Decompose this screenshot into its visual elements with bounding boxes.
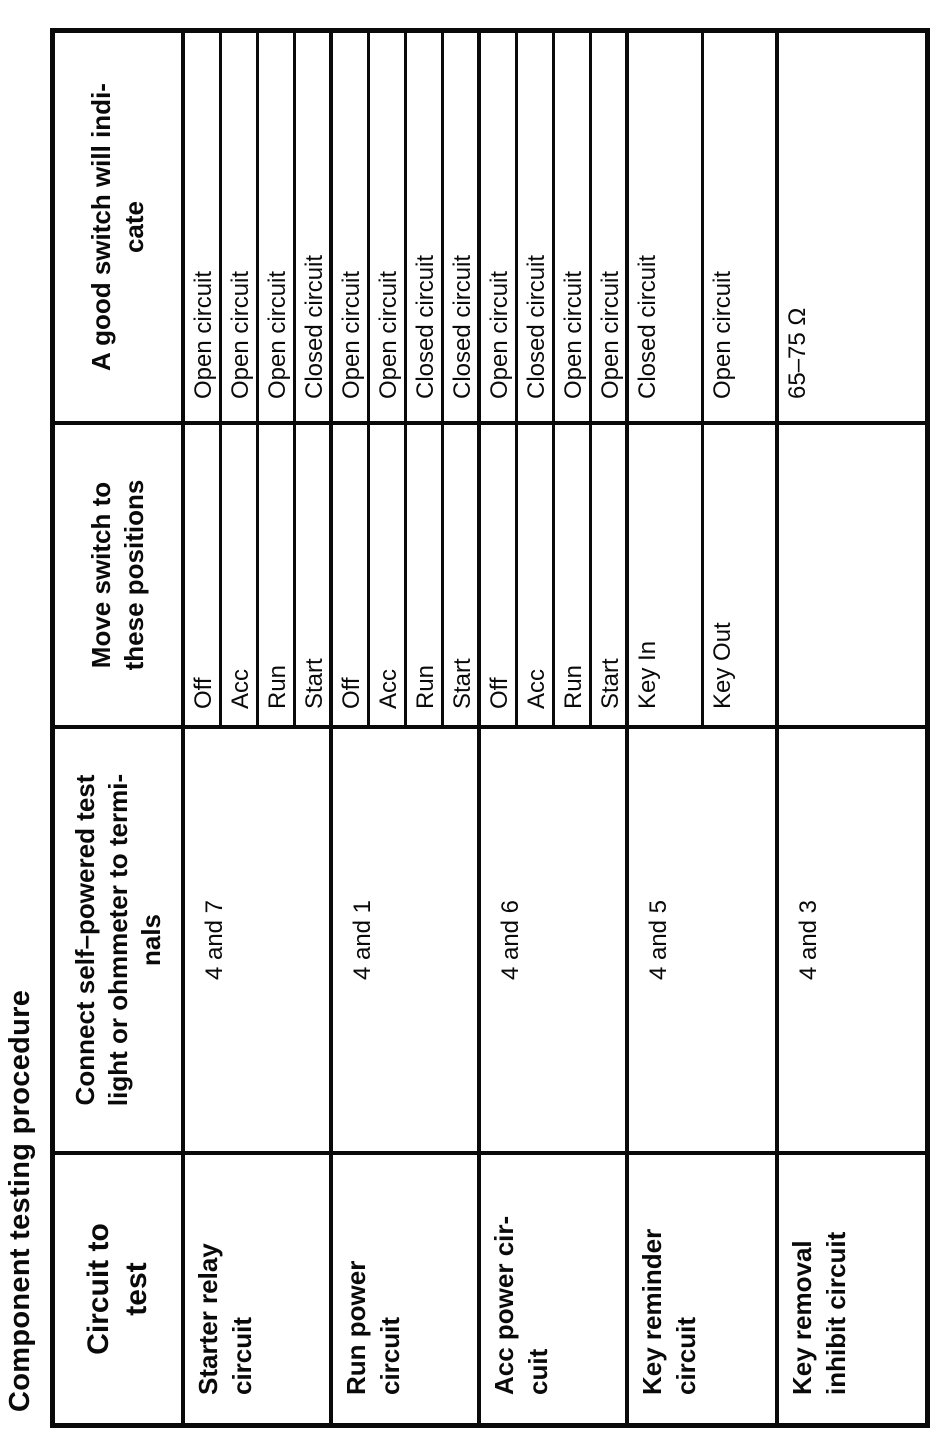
circuit-row-label: Acc power cir- cuit	[481, 1151, 629, 1423]
header-circuit-to-test: Circuit to test	[55, 1151, 185, 1423]
terminals-cell: 4 and 7	[185, 725, 333, 1151]
test-result-cell: Closed circuit	[444, 33, 481, 421]
test-result-cell: Closed circuit	[518, 33, 555, 421]
switch-position-cell: Start	[296, 421, 333, 725]
switch-position-cell: Acc	[222, 421, 259, 725]
terminals-cell: 4 and 1	[333, 725, 481, 1151]
test-result-cell: Open circuit	[481, 33, 518, 421]
switch-position-cell: Run	[407, 421, 444, 725]
switch-position-cell: Run	[555, 421, 592, 725]
switch-position-cell: Key Out	[704, 421, 779, 725]
switch-position-cell	[779, 421, 925, 725]
test-result-cell: Open circuit	[704, 33, 779, 421]
header-connect-terminals: Connect self–powered test light or ohmme…	[55, 725, 185, 1151]
switch-position-cell: Off	[481, 421, 518, 725]
circuit-row-label: Starter relay circuit	[185, 1151, 333, 1423]
terminals-cell: 4 and 6	[481, 725, 629, 1151]
test-result-cell: Closed circuit	[296, 33, 333, 421]
switch-position-cell: Run	[259, 421, 296, 725]
component-testing-table: Circuit to test Connect self–powered test…	[50, 28, 930, 1428]
circuit-row-label: Key reminder circuit	[629, 1151, 779, 1423]
switch-position-cell: Key In	[629, 421, 704, 725]
header-move-switch: Move switch to these positions	[55, 421, 185, 725]
test-result-cell: Open circuit	[555, 33, 592, 421]
test-result-cell: 65–75 Ω	[784, 307, 811, 399]
header-good-switch: A good switch will indi- cate	[55, 33, 185, 421]
circuit-row-label: Key removal inhibit circuit	[779, 1151, 925, 1423]
page-title: Component testing procedure	[4, 989, 36, 1412]
switch-position-cell: Start	[592, 421, 629, 725]
switch-position-cell: Off	[185, 421, 222, 725]
terminals-cell: 4 and 3	[779, 725, 925, 1151]
switch-position-cell: Acc	[518, 421, 555, 725]
terminals-cell: 4 and 5	[629, 725, 779, 1151]
test-result-cell: Open circuit	[185, 33, 222, 421]
test-result-cell: Open circuit	[222, 33, 259, 421]
test-result-cell: Closed circuit	[407, 33, 444, 421]
test-result-cell: Open circuit	[333, 33, 370, 421]
test-result-cell: Open circuit	[259, 33, 296, 421]
test-result-cell: Open circuit	[370, 33, 407, 421]
test-result-cell: Open circuit	[592, 33, 629, 421]
test-result-cell: Closed circuit	[629, 33, 704, 421]
switch-position-cell: Acc	[370, 421, 407, 725]
switch-position-cell: Start	[444, 421, 481, 725]
switch-position-cell: Off	[333, 421, 370, 725]
circuit-row-label: Run power circuit	[333, 1151, 481, 1423]
